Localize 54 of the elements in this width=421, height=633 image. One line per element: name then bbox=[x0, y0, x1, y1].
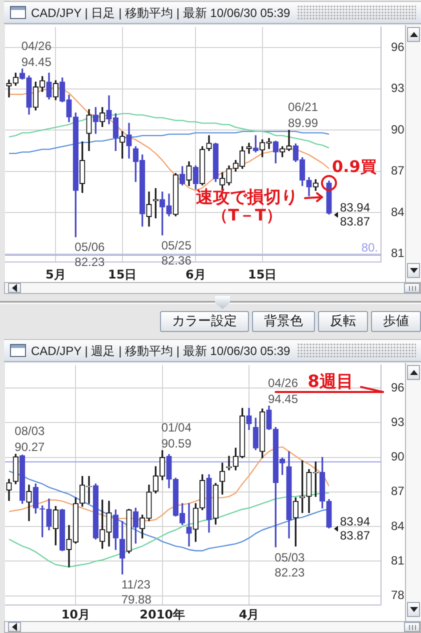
y-tick-label: 96 bbox=[391, 40, 405, 54]
y-tick-label: 93 bbox=[391, 415, 405, 430]
annotation: 05/25 bbox=[161, 238, 192, 252]
annotation: 速攻で損切り bbox=[196, 188, 298, 208]
text: 背景色 bbox=[264, 314, 303, 329]
annotation: 04/26 bbox=[21, 38, 52, 53]
x-tick-label: 15日 bbox=[248, 267, 277, 282]
annotation: 08/03 bbox=[14, 424, 46, 438]
annotation: 8週目 bbox=[308, 372, 354, 392]
x-tick-label: 15日 bbox=[108, 267, 137, 282]
annotation: 0.9買 bbox=[332, 156, 376, 176]
y-tick-label: 84 bbox=[391, 204, 405, 219]
x-tick-label: 2010年 bbox=[140, 607, 186, 622]
y-tick-label: 87 bbox=[391, 484, 405, 498]
annotation: 82.36 bbox=[161, 253, 192, 268]
annotation: 90.27 bbox=[14, 440, 46, 454]
text: 80. bbox=[361, 240, 378, 254]
annotation: 05/03 bbox=[274, 550, 306, 564]
annotation: 90.59 bbox=[161, 436, 192, 450]
y-tick-label: 87 bbox=[391, 164, 405, 178]
annotation: 79.88 bbox=[121, 592, 152, 606]
y-tick-label: 93 bbox=[391, 81, 405, 96]
annotation: （T－T） bbox=[212, 205, 282, 224]
y-tick-label: 96 bbox=[391, 380, 405, 394]
chart-title: CAD/JPY | 日足 | 移動平均 | 最新 10/06/30 05:39 bbox=[31, 5, 290, 21]
annotation: 01/04 bbox=[161, 420, 192, 434]
annotation: 82.23 bbox=[274, 565, 306, 580]
annotation: 06/21 bbox=[288, 100, 318, 114]
chart-title: CAD/JPY | 週足 | 移動平均 | 最新 10/06/30 05:39 bbox=[31, 343, 290, 359]
y-tick-label: 90 bbox=[391, 122, 405, 136]
text: 83.94 bbox=[340, 514, 370, 529]
x-tick-label: 4月 bbox=[238, 607, 260, 622]
y-tick-label: 81 bbox=[391, 553, 405, 568]
annotation: 94.45 bbox=[21, 54, 52, 69]
y-tick-label: 84 bbox=[391, 518, 405, 533]
annotation: 89.99 bbox=[288, 116, 318, 130]
text: 反転 bbox=[330, 314, 356, 329]
annotation: 04/26 bbox=[268, 376, 298, 390]
candlestick bbox=[186, 503, 192, 546]
annotation: 05/06 bbox=[74, 240, 106, 254]
annotation: 94.45 bbox=[268, 392, 298, 406]
annotation: 11/23 bbox=[121, 577, 151, 592]
x-tick-label: 5月 bbox=[45, 267, 66, 282]
y-tick-label: 81 bbox=[391, 246, 405, 260]
x-tick-label: 10月 bbox=[61, 607, 90, 622]
x-tick-label: 6月 bbox=[185, 267, 206, 282]
y-tick-label: 90 bbox=[391, 450, 405, 464]
y-tick-label: 78 bbox=[391, 588, 405, 602]
text: 歩値 bbox=[383, 314, 409, 329]
text: 83.87 bbox=[340, 214, 370, 229]
text: カラー設定 bbox=[172, 314, 237, 329]
text: 83.87 bbox=[340, 528, 370, 542]
text: 83.94 bbox=[340, 200, 370, 215]
annotation: 82.23 bbox=[74, 255, 106, 270]
